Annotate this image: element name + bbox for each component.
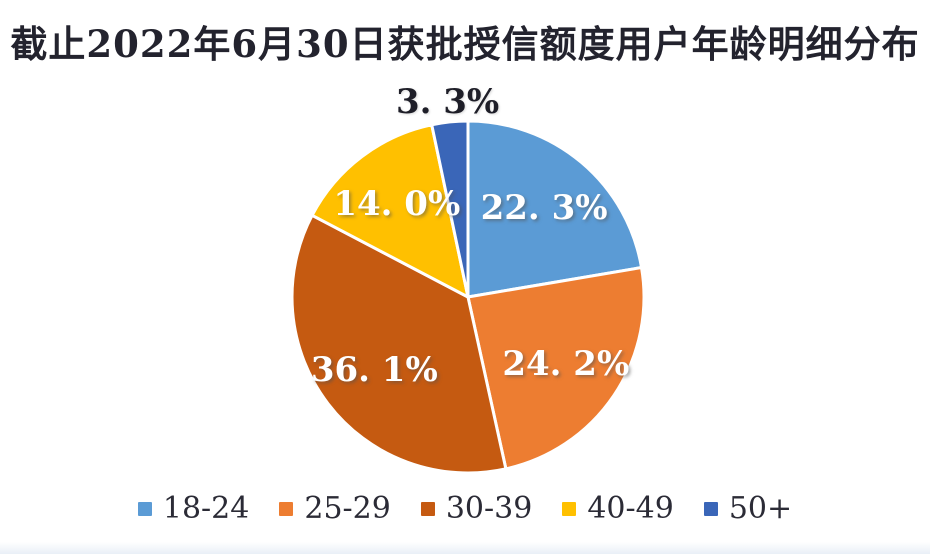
legend-swatch-18-24 xyxy=(137,502,152,516)
pie-slice-18-24 xyxy=(466,119,644,299)
legend-label-25-29: 25-29 xyxy=(304,491,391,526)
legend-item-18-24: 18-24 xyxy=(137,491,250,526)
legend-swatch-40-49 xyxy=(562,502,577,516)
legend-item-50+: 50+ xyxy=(703,491,793,526)
legend-label-18-24: 18-24 xyxy=(162,491,250,526)
chart-title: 截止2022年6月30日获批授信额度用户年龄明细分布 xyxy=(10,22,920,66)
legend-item-25-29: 25-29 xyxy=(279,491,391,526)
chart-legend: 18-24 25-29 30-39 40-49 50+ xyxy=(0,494,930,524)
pie-slice-40-49 xyxy=(310,123,470,299)
legend-label-30-39: 30-39 xyxy=(445,491,533,526)
data-label-18-24: 22. 3% xyxy=(481,188,608,228)
data-label-30-39: 36. 1% xyxy=(311,350,438,390)
legend-swatch-25-29 xyxy=(279,502,294,516)
legend-swatch-50+ xyxy=(703,502,718,516)
legend-label-50+: 50+ xyxy=(728,491,793,526)
pie-slice-30-39 xyxy=(290,213,508,475)
data-label-40-49: 14. 0% xyxy=(333,184,460,224)
pie-slice-25-29 xyxy=(466,266,646,471)
bottom-edge-strip xyxy=(0,542,930,554)
legend-swatch-30-39 xyxy=(420,502,435,516)
data-label-25-29: 24. 2% xyxy=(502,344,629,384)
legend-label-40-49: 40-49 xyxy=(587,491,674,526)
legend-item-30-39: 30-39 xyxy=(420,491,533,526)
pie-slice-50+ xyxy=(430,119,470,299)
data-label-50+: 3. 3% xyxy=(396,82,499,122)
legend-item-40-49: 40-49 xyxy=(562,491,674,526)
